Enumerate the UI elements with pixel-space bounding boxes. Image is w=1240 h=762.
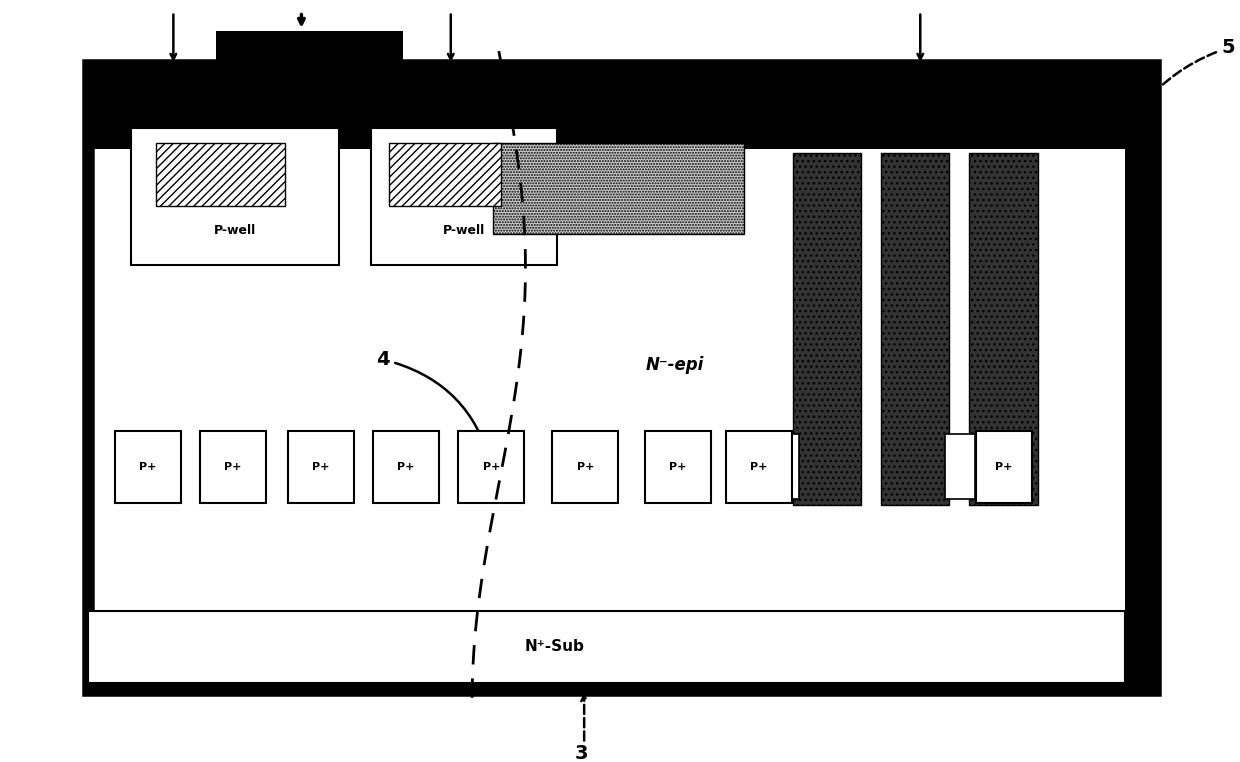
Text: P+: P+ <box>224 462 242 472</box>
Text: P-well: P-well <box>443 224 485 237</box>
Text: 1: 1 <box>432 0 445 5</box>
Bar <box>216 30 403 65</box>
Bar <box>968 153 1038 505</box>
Bar <box>459 431 525 502</box>
Bar <box>976 431 1032 502</box>
Text: 5: 5 <box>1143 38 1235 104</box>
Bar <box>88 610 1125 683</box>
Bar <box>373 431 439 502</box>
Bar <box>787 149 1061 509</box>
Text: 4: 4 <box>376 350 491 461</box>
Text: P+: P+ <box>996 462 1013 472</box>
Bar <box>88 65 1154 690</box>
Bar <box>1125 65 1154 690</box>
Text: P+: P+ <box>397 462 414 472</box>
Bar <box>114 431 181 502</box>
Text: P-well: P-well <box>213 224 255 237</box>
Bar <box>200 431 267 502</box>
Bar <box>88 683 1154 690</box>
Text: P+: P+ <box>750 462 768 472</box>
Text: P+: P+ <box>312 462 330 472</box>
Bar <box>88 65 1154 149</box>
Bar <box>288 431 353 502</box>
Bar <box>389 143 501 206</box>
Bar <box>880 153 950 505</box>
Bar <box>156 143 285 206</box>
Bar <box>727 431 792 502</box>
Text: N⁺-Sub: N⁺-Sub <box>525 639 584 654</box>
Text: P+: P+ <box>139 462 156 472</box>
Bar <box>769 434 799 499</box>
Text: 1: 1 <box>154 0 167 5</box>
Bar <box>945 434 975 499</box>
Bar <box>130 127 339 265</box>
Bar <box>645 431 711 502</box>
Text: P+: P+ <box>482 462 500 472</box>
Text: N⁻-epi: N⁻-epi <box>646 356 704 374</box>
Text: P+: P+ <box>670 462 687 472</box>
Bar <box>371 127 558 265</box>
Text: 3: 3 <box>574 744 588 762</box>
Bar <box>792 153 862 505</box>
Bar <box>552 431 619 502</box>
Bar <box>494 143 744 234</box>
Text: P+: P+ <box>577 462 594 472</box>
